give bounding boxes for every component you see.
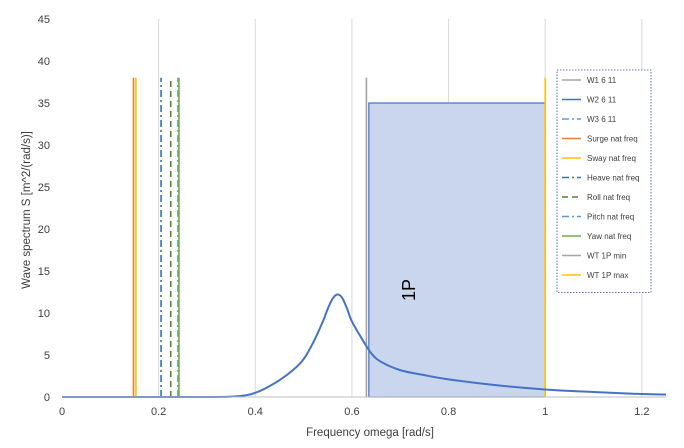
y-tick-label: 5	[44, 350, 50, 362]
y-tick-label: 20	[38, 224, 50, 236]
legend-label: Yaw nat freq	[587, 232, 631, 241]
shaded-1p-region	[368, 102, 546, 398]
y-tick-label: 40	[38, 56, 50, 68]
y-tick-label: 0	[44, 392, 50, 404]
legend-label: Heave nat freq	[587, 174, 639, 183]
vertical-lines-group	[132, 77, 547, 397]
y-tick-label: 35	[38, 98, 50, 110]
x-axis-title: Frequency omega [rad/s]	[306, 427, 434, 439]
x-tick-label: 0.6	[344, 406, 359, 418]
shaded-region-group: 1P	[368, 102, 546, 398]
legend-label: W3 6 11	[587, 115, 617, 124]
y-tick-label: 15	[38, 266, 50, 278]
x-tick-label: 0.4	[248, 406, 263, 418]
y-tick-label: 30	[38, 140, 50, 152]
legend-label: W2 6 11	[587, 96, 617, 105]
legend-label: Sway nat freq	[587, 154, 636, 163]
region-label: 1P	[399, 279, 419, 301]
series-w2-6-11-line	[61, 293, 667, 399]
y-tick-label: 25	[38, 182, 50, 194]
legend-label: W1 6 11	[587, 76, 617, 85]
x-tick-label: 1	[542, 406, 548, 418]
series-group	[61, 293, 667, 399]
x-tick-label: 1.2	[634, 406, 649, 418]
y-axis-title: Wave spectrum S [m^2/(rad/s)]	[21, 131, 33, 289]
legend-label: Surge nat freq	[587, 135, 638, 144]
legend-label: Pitch nat freq	[587, 213, 634, 222]
x-tick-label: 0.2	[151, 406, 166, 418]
legend-label: WT 1P max	[587, 271, 629, 280]
x-tick-label: 0	[59, 406, 65, 418]
legend: W1 6 11 W2 6 11 W3 6 11 Surge nat freq Sway …	[556, 69, 652, 293]
x-tick-label: 0.8	[441, 406, 456, 418]
legend-label: WT 1P min	[587, 252, 626, 261]
y-tick-label: 10	[38, 308, 50, 320]
legend-label: Roll nat freq	[587, 193, 630, 202]
axes-group: 0 0.2 0.4 0.6 0.8 1 1.2 0 5 10 15 20 25 30 35 40 45	[38, 14, 666, 418]
y-tick-label: 45	[38, 14, 50, 26]
